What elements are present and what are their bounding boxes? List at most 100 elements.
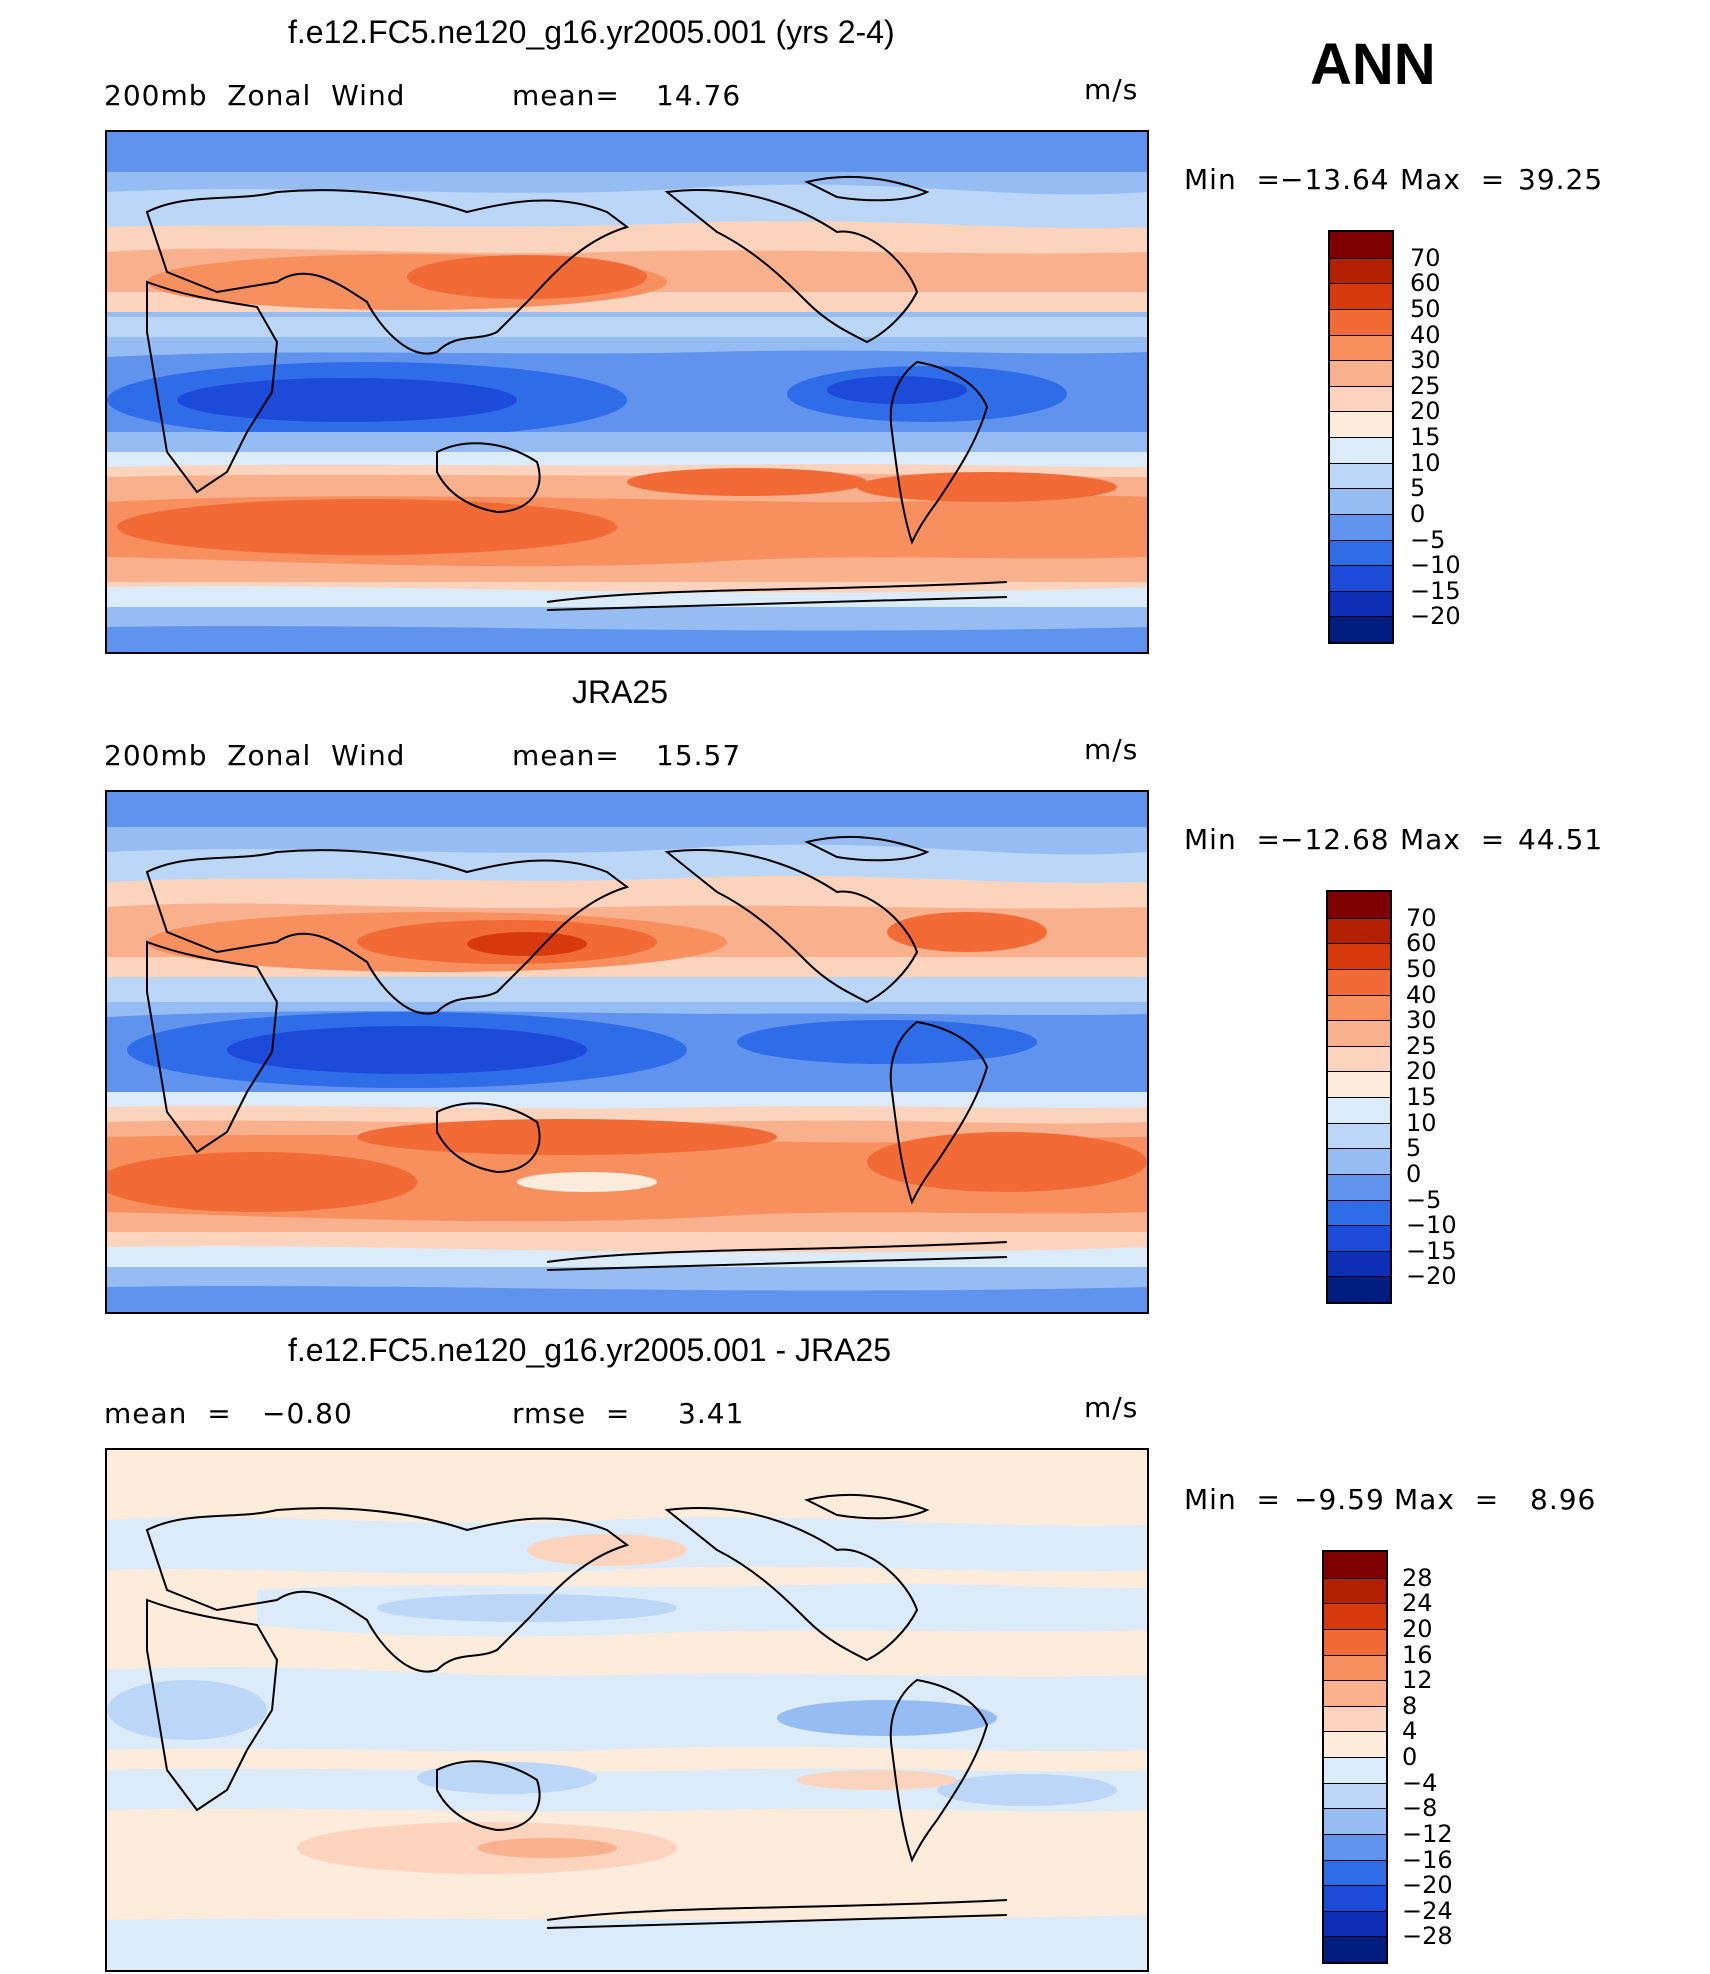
colorbar-tick-label: 40 [1406,980,1437,1009]
colorbar-tick-label: 0 [1406,1159,1422,1188]
panel2-max-value: 44.51 [1518,823,1604,856]
colorbar-swatch [1324,1731,1386,1757]
colorbar-tick-label: 0 [1410,499,1426,528]
colorbar-swatch [1328,892,1390,918]
panel2-title: JRA25 [572,674,669,710]
colorbar-swatch [1330,385,1392,412]
panel1-map [105,130,1149,654]
colorbar-swatch [1330,232,1392,258]
colorbar-tick-label: 60 [1410,269,1441,298]
colorbar-swatch [1328,943,1390,969]
colorbar-swatch [1324,1552,1386,1578]
colorbar-tick-label: 60 [1406,929,1437,958]
panel3-max-label: Max = [1394,1483,1500,1516]
panel2-mean-label: mean= [512,739,620,772]
colorbar-swatch [1330,539,1392,566]
colorbar-swatch [1324,1577,1386,1604]
colorbar-tick-label: 30 [1410,346,1441,375]
colorbar-swatch [1324,1705,1386,1732]
colorbar-tick-label: 15 [1406,1083,1437,1111]
colorbar-tick-label: 70 [1410,243,1441,272]
colorbar-swatch [1330,565,1392,591]
panel2-mean-value: 15.57 [656,739,742,772]
panel1-mean-label: mean= [512,79,620,112]
colorbar-tick-label: 30 [1406,1006,1437,1035]
panel3-min-value: −9.59 [1294,1483,1385,1516]
panel3-colorbar-ticks: 28 24 20 16 12 8 4 0 −4 −8 −12 −16 −20 −24 −28 [1402,1550,1462,1960]
colorbar-tick-label: −16 [1402,1845,1453,1874]
colorbar-swatch [1324,1859,1386,1886]
colorbar-tick-label: 20 [1402,1614,1433,1643]
colorbar-tick-label: 50 [1410,294,1441,323]
colorbar-tick-label: −12 [1402,1819,1453,1848]
colorbar-swatch [1328,1148,1390,1174]
colorbar-swatch [1324,1782,1386,1809]
panel3-mean-label: mean = [104,1397,232,1430]
colorbar-tick-label: 5 [1406,1134,1422,1163]
colorbar-tick-label: 0 [1402,1743,1418,1771]
colorbar-swatch [1324,1885,1386,1911]
panel1-max-value: 39.25 [1518,163,1604,196]
colorbar-swatch [1324,1833,1386,1860]
panel1-mean-value: 14.76 [656,79,742,112]
panel2-colorbar [1326,890,1392,1304]
colorbar-swatch [1330,437,1392,463]
colorbar-swatch [1330,462,1392,489]
colorbar-swatch [1330,411,1392,437]
colorbar-tick-label: 24 [1402,1589,1433,1618]
colorbar-tick-label: 28 [1402,1563,1433,1592]
panel3-title: f.e12.FC5.ne120_g16.yr2005.001 - JRA25 [288,1332,892,1368]
colorbar-swatch [1328,1020,1390,1046]
colorbar-tick-label: 8 [1402,1691,1418,1720]
colorbar-tick-label: 10 [1406,1108,1437,1137]
panel1-colorbar-ticks: 70 60 50 40 30 25 20 15 10 5 0 −5 −10 −15 −20 [1410,230,1470,640]
colorbar-swatch [1328,917,1390,944]
panel3-min-label: Min = [1184,1483,1281,1516]
panel1-min-value: −13.64 [1280,163,1390,196]
panel2-variable-label: 200mb Zonal Wind [104,739,406,772]
colorbar-swatch [1330,308,1392,335]
colorbar-swatch [1330,488,1392,514]
colorbar-swatch [1328,1045,1390,1072]
panel3-map [105,1448,1149,1972]
colorbar-swatch [1328,1071,1390,1097]
colorbar-tick-label: −20 [1410,602,1461,631]
panel3-max-value: 8.96 [1530,1483,1597,1516]
panel1-units: m/s [1084,73,1139,106]
colorbar-swatch [1330,590,1392,617]
colorbar-swatch [1328,968,1390,995]
colorbar-tick-label: −8 [1402,1794,1438,1823]
colorbar-tick-label: 5 [1410,474,1426,503]
colorbar-tick-label: 16 [1402,1640,1433,1669]
season-title: ANN [1310,32,1436,97]
colorbar-tick-label: −10 [1410,551,1461,580]
colorbar-tick-label: −24 [1402,1896,1453,1925]
colorbar-tick-label: 15 [1410,423,1441,451]
panel3-colorbar [1322,1550,1388,1964]
colorbar-tick-label: −20 [1406,1262,1457,1291]
colorbar-swatch [1328,1250,1390,1277]
colorbar-swatch [1324,1680,1386,1706]
panel1-variable-label: 200mb Zonal Wind [104,79,406,112]
colorbar-swatch [1330,513,1392,540]
colorbar-swatch [1324,1654,1386,1681]
colorbar-tick-label: −28 [1402,1922,1453,1951]
colorbar-swatch [1324,1910,1386,1937]
colorbar-swatch [1328,994,1390,1021]
colorbar-swatch [1328,1173,1390,1200]
panel2-units: m/s [1084,733,1139,766]
colorbar-swatch [1324,1936,1386,1962]
colorbar-tick-label: −5 [1410,525,1446,554]
colorbar-swatch [1328,1225,1390,1251]
panel2-min-label: Min = [1184,823,1281,856]
colorbar-swatch [1324,1603,1386,1629]
colorbar-tick-label: −20 [1402,1871,1453,1900]
panel2-min-value: −12.68 [1280,823,1390,856]
panel2-max-label: Max = [1400,823,1506,856]
colorbar-tick-label: 25 [1406,1031,1437,1060]
colorbar-swatch [1330,360,1392,386]
colorbar-tick-label: −4 [1402,1768,1438,1797]
colorbar-swatch [1328,1122,1390,1149]
colorbar-tick-label: 20 [1406,1057,1437,1086]
colorbar-tick-label: 25 [1410,371,1441,400]
